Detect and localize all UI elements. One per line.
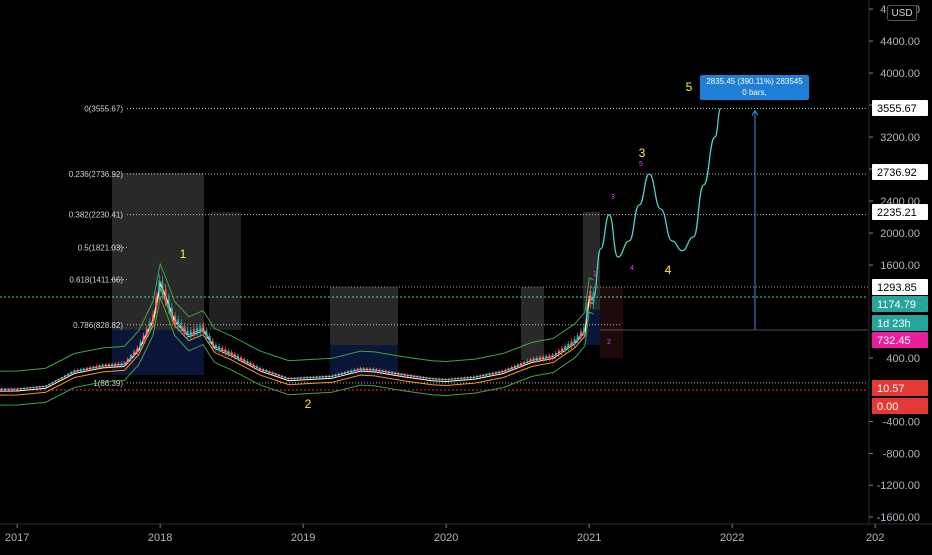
- price-label-text: 10.57: [877, 383, 905, 395]
- fib-label: 0.786(828.82): [73, 321, 123, 330]
- price-label-box: [872, 332, 928, 348]
- price-label-box: [872, 380, 928, 396]
- wave-label: 2: [607, 339, 611, 346]
- x-tick-label: 2018: [148, 532, 172, 544]
- x-tick-label: 2022: [720, 532, 744, 544]
- wave-label: 2: [305, 397, 312, 411]
- price-label-text: 1293.85: [877, 282, 917, 294]
- wave-label: 1: [180, 247, 187, 261]
- y-tick-label: 400.00: [886, 353, 920, 365]
- y-tick-label: 1600.00: [880, 260, 920, 272]
- price-label-text: 732.45: [877, 335, 911, 347]
- lower-band: [0, 296, 594, 406]
- highlight-box: [583, 212, 600, 310]
- y-tick-label: 3200.00: [880, 132, 920, 144]
- wave-label: 4: [630, 265, 634, 272]
- price-label-text: 2235.21: [877, 207, 917, 219]
- measure-tooltip: 2835.45 (390.11%) 283545 0 bars,: [700, 75, 809, 100]
- wave-label: 5: [639, 161, 643, 168]
- highlight-box: [330, 287, 398, 345]
- candles: [1, 274, 595, 391]
- fib-label: 0.236(2736.92): [69, 170, 124, 179]
- fib-label: 1(86.39): [93, 379, 123, 388]
- wave-label: 3: [611, 194, 615, 201]
- wave-label: 5: [686, 80, 693, 94]
- x-tick-label: 2020: [434, 532, 458, 544]
- price-line: [0, 280, 594, 390]
- fib-label: 0.5(1821.03): [78, 243, 124, 252]
- price-label-box: [872, 279, 928, 295]
- x-tick-label: 202: [866, 532, 884, 544]
- x-tick-label: 2017: [5, 532, 29, 544]
- indicator-bands: [0, 262, 594, 406]
- measure-line-2: 0 bars,: [742, 87, 767, 97]
- price-label-box: [872, 164, 928, 180]
- fib-label: 0(3555.67): [84, 105, 123, 114]
- highlight-box: [600, 287, 623, 358]
- currency-button[interactable]: USD: [887, 5, 917, 21]
- price-line-group: [0, 280, 594, 390]
- y-tick-label: -1200.00: [877, 480, 920, 492]
- price-axis: 4800.004400.004000.003600.003200.002800.…: [868, 0, 928, 524]
- x-tick-label: 2019: [291, 532, 315, 544]
- y-tick-label: 4400.00: [880, 36, 920, 48]
- price-label-box: [872, 204, 928, 220]
- y-tick-label: -1600.00: [877, 512, 920, 524]
- y-tick-label: -800.00: [883, 448, 920, 460]
- projection-group: [592, 107, 759, 330]
- highlight-box: [209, 212, 241, 330]
- price-label-text: 1174.79: [877, 299, 916, 311]
- fib-label: 0.382(2230.41): [69, 211, 124, 220]
- price-label-text: 1d 23h: [877, 318, 911, 330]
- highlight-box: [521, 287, 544, 360]
- annotations: 1 2 3 4 5 1 2 3 4 5: [180, 80, 693, 411]
- wave-label: 3: [639, 146, 646, 160]
- price-label-box: [872, 100, 928, 116]
- price-label-text: 3555.67: [877, 103, 917, 115]
- price-label-text: 0.00: [877, 401, 898, 413]
- y-tick-label: 4000.00: [880, 68, 920, 80]
- wave-label: 4: [665, 263, 672, 277]
- y-tick-label: 2000.00: [880, 228, 920, 240]
- price-label-box: [872, 398, 928, 414]
- wave-label: 1: [593, 271, 597, 278]
- highlight-boxes: [112, 173, 623, 375]
- price-label-box: [872, 296, 928, 312]
- measure-arrow-head: [751, 109, 759, 116]
- x-tick-label: 2021: [577, 532, 601, 544]
- upper-band: [0, 262, 594, 372]
- projection-path: [592, 107, 722, 299]
- fib-label: 0.618(1411.66): [69, 276, 123, 285]
- time-axis: 2017 2018 2019 2020 2021 2022 202: [0, 523, 932, 544]
- moving-average-slow: [0, 286, 594, 396]
- price-label-box: [872, 315, 928, 331]
- fib-levels: 0(3555.67) 0.236(2736.92) 0.382(2230.41) 0.…: [0, 105, 868, 391]
- highlight-box: [112, 173, 204, 330]
- price-label-text: 2736.92: [877, 167, 917, 179]
- y-tick-label: -400.00: [883, 417, 920, 429]
- measure-line-1: 2835.45 (390.11%) 283545: [706, 77, 803, 86]
